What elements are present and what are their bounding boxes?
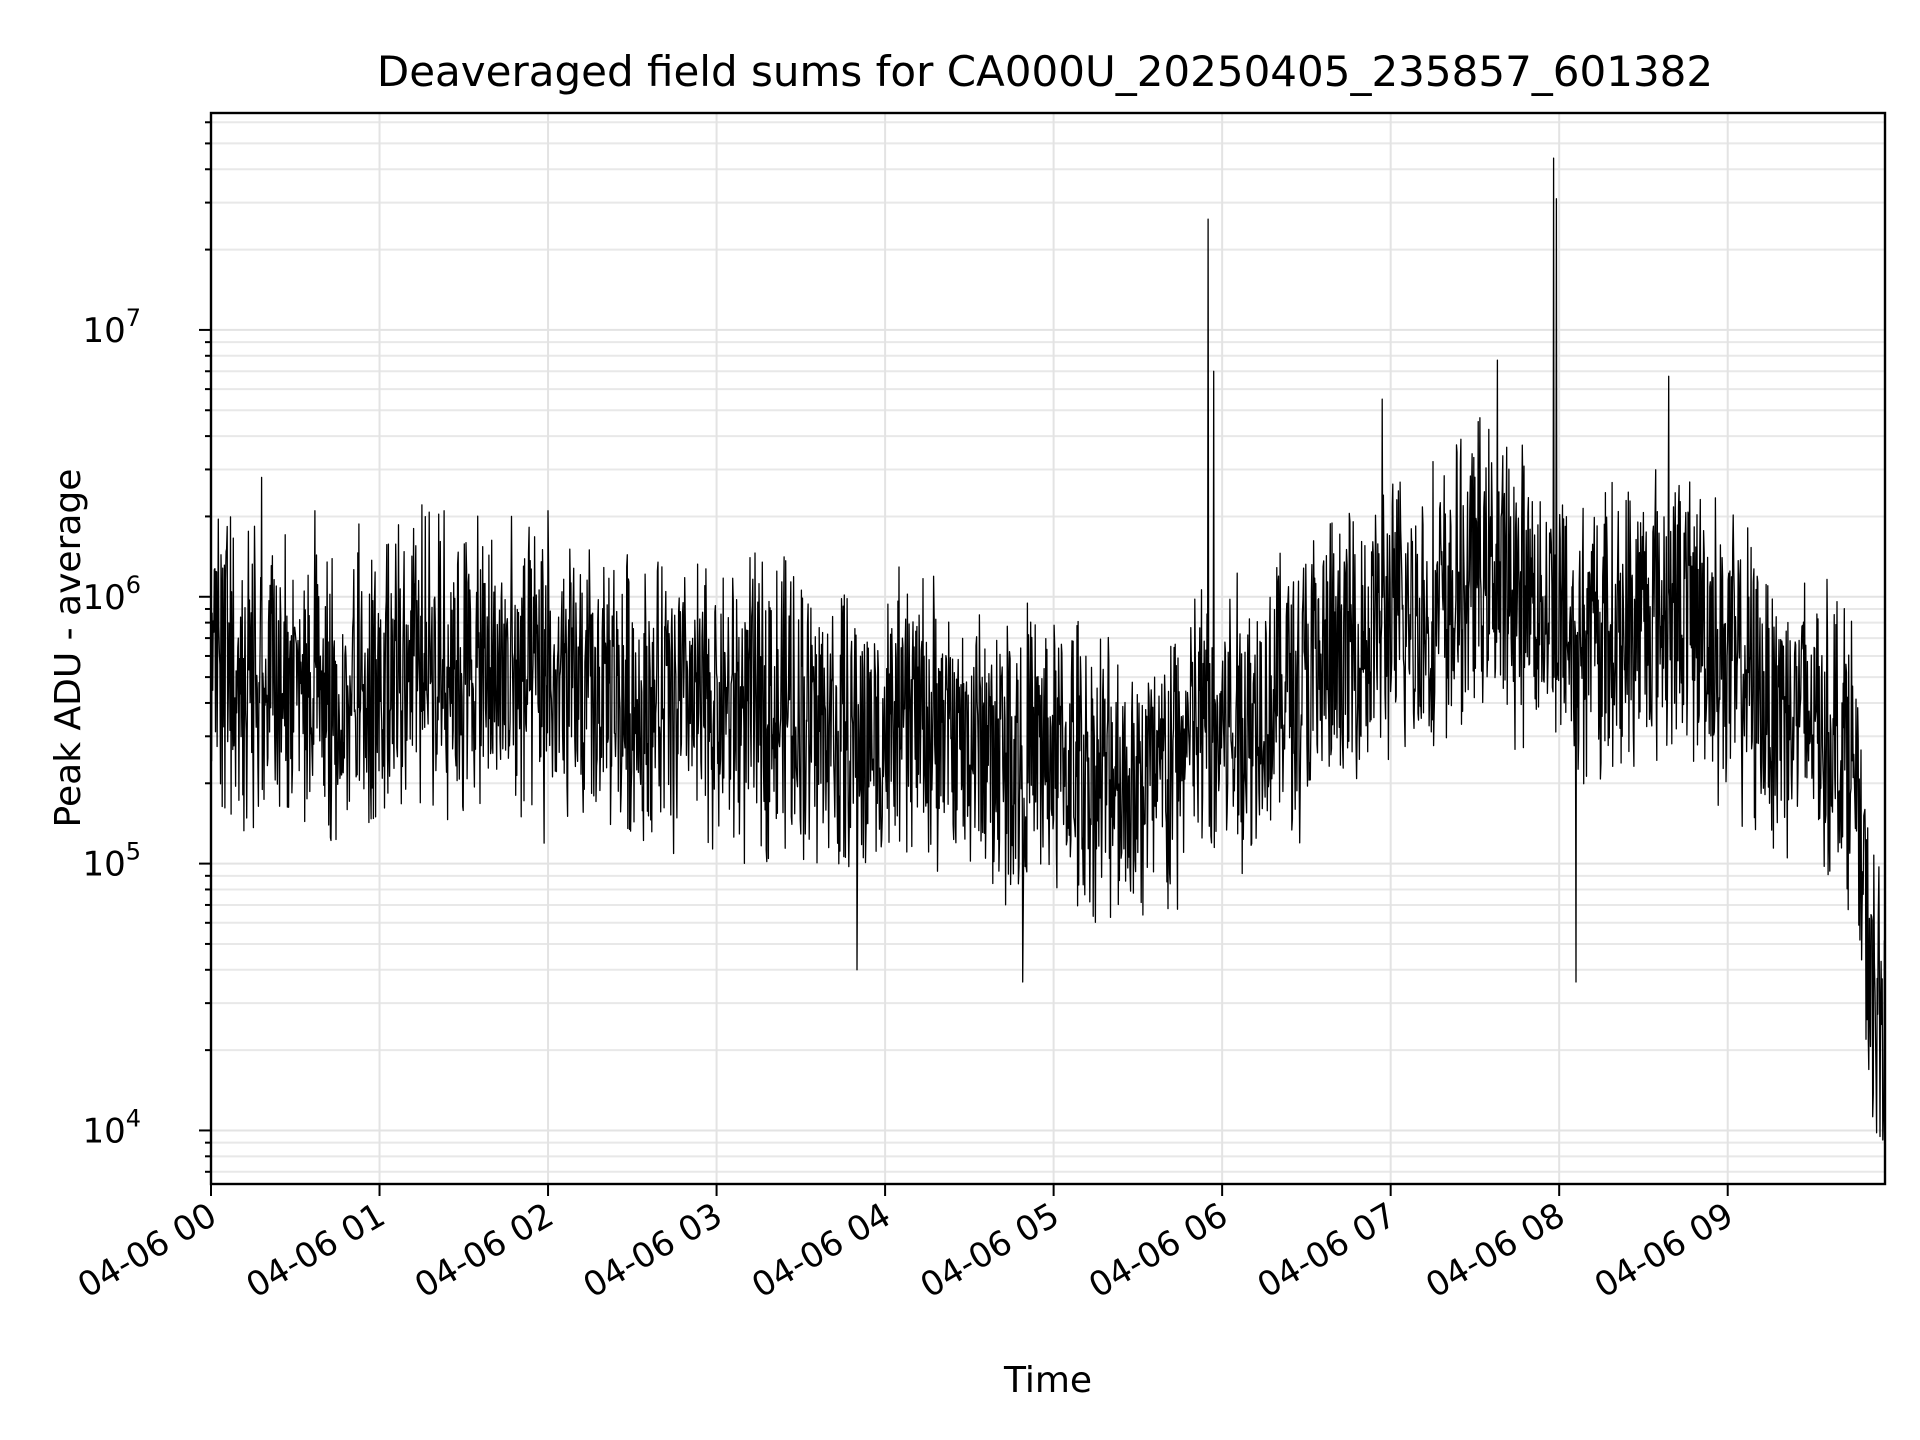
y-tick-exponent: 6 bbox=[126, 571, 141, 599]
series-line bbox=[210, 157, 1886, 1141]
chart-title: Deaveraged field sums for CA000U_2025040… bbox=[377, 47, 1713, 96]
y-tick-label: 105 bbox=[82, 838, 141, 885]
y-tick-base: 10 bbox=[82, 578, 125, 618]
y-tick-label: 104 bbox=[82, 1104, 141, 1151]
y-tick-exponent: 7 bbox=[126, 304, 141, 332]
y-tick-exponent: 5 bbox=[126, 838, 141, 866]
plot-area-frame bbox=[209, 111, 1887, 1186]
y-tick-label: 106 bbox=[82, 571, 141, 618]
x-axis-label: Time bbox=[1003, 1360, 1092, 1401]
y-tick-exponent: 4 bbox=[126, 1104, 141, 1132]
y-axis-label: Peak ADU - average bbox=[48, 469, 89, 828]
y-tick-label: 107 bbox=[82, 304, 141, 351]
y-tick-base: 10 bbox=[82, 1111, 125, 1151]
y-tick-base: 10 bbox=[82, 845, 125, 885]
series-layer bbox=[210, 157, 1886, 1141]
y-tick-base: 10 bbox=[82, 311, 125, 351]
